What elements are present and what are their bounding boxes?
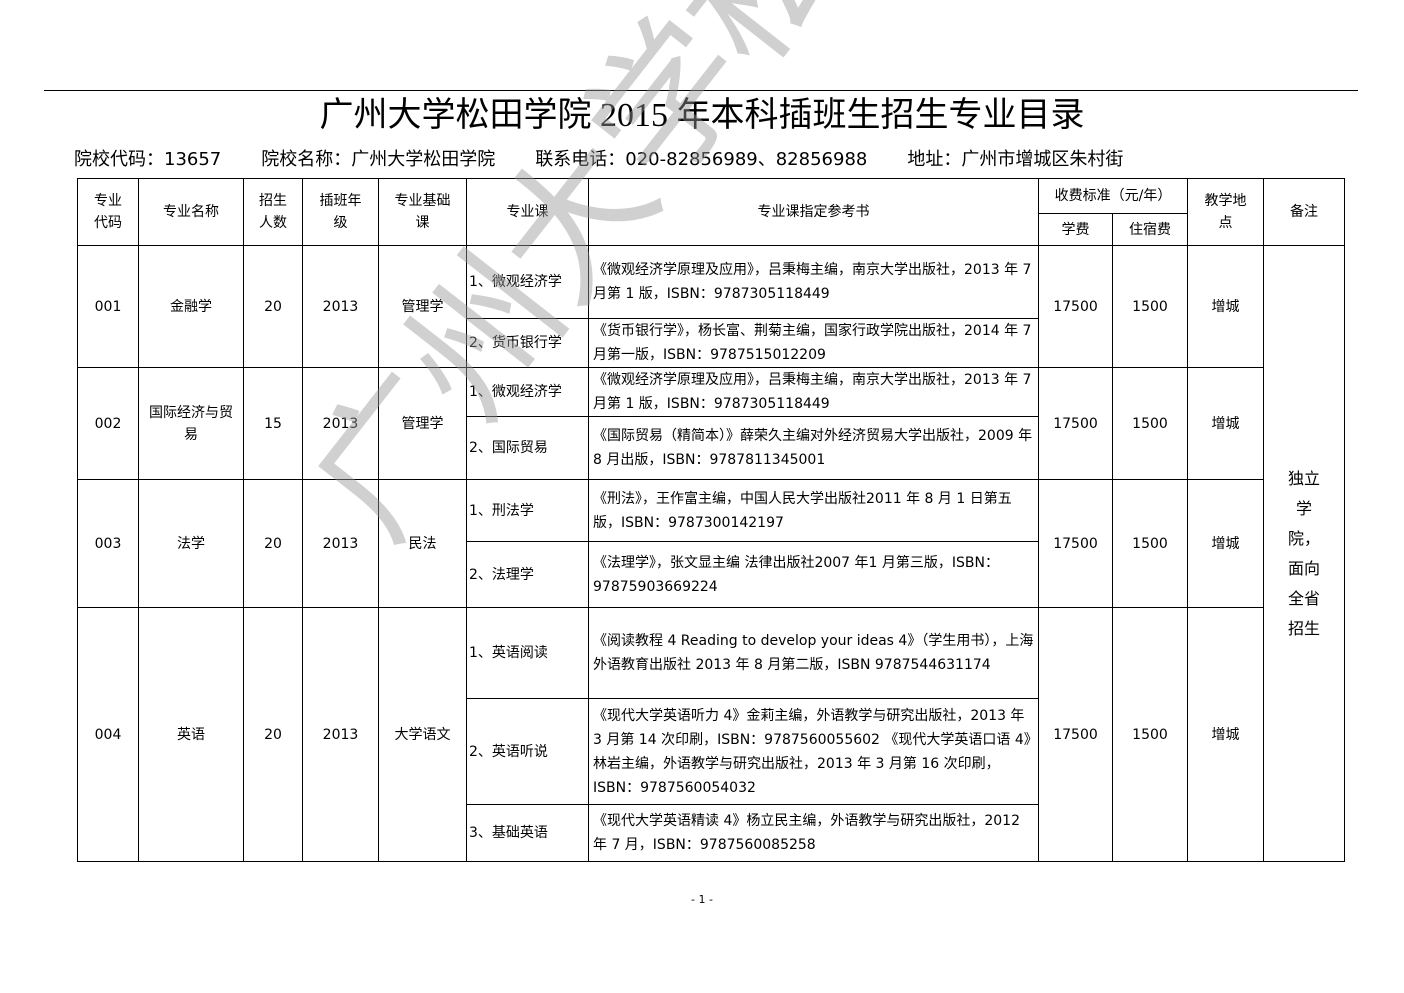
course: 1、英语阅读 bbox=[466, 607, 589, 699]
grade: 2013 bbox=[302, 479, 379, 608]
course: 1、微观经济学 bbox=[466, 245, 589, 319]
course: 2、货币银行学 bbox=[466, 318, 589, 368]
course: 2、法理学 bbox=[466, 541, 589, 608]
reference-books: 《法理学》，张文显主编 法律出版社2007 年1 月第三版，ISBN：97875… bbox=[588, 541, 1039, 608]
school-info: 院校代码：13657 院校名称：广州大学松田学院 联系电话：020-828569… bbox=[74, 146, 1334, 174]
school-phone: 联系电话：020-82856989、82856988 bbox=[535, 149, 868, 170]
enroll-count: 20 bbox=[243, 245, 303, 368]
major-name: 法学 bbox=[138, 479, 244, 608]
major-table: 专业代码 专业名称 招生人数 插班年级 专业基础课 专业课 专业课指定参考书 收… bbox=[77, 178, 1345, 862]
reference-books: 《微观经济学原理及应用》，吕秉梅主编，南京大学出版社，2013 年 7 月第 1… bbox=[588, 245, 1039, 319]
header-name: 专业名称 bbox=[138, 178, 244, 246]
enroll-count: 20 bbox=[243, 607, 303, 862]
lodging-fee: 1500 bbox=[1112, 607, 1188, 862]
table-row: 2、法理学 《法理学》，张文显主编 法律出版社2007 年1 月第三版，ISBN：… bbox=[78, 541, 1345, 608]
reference-books: 《阅读教程 4 Reading to develop your ideas 4》… bbox=[588, 607, 1039, 699]
teaching-site: 增城 bbox=[1187, 607, 1264, 862]
header-row-2: 学费 住宿费 bbox=[78, 213, 1345, 246]
teaching-site: 增城 bbox=[1187, 245, 1264, 368]
major-code: 004 bbox=[77, 607, 139, 862]
base-course: 民法 bbox=[378, 479, 467, 608]
major-code: 003 bbox=[77, 479, 139, 608]
course: 3、基础英语 bbox=[466, 804, 589, 862]
enroll-count: 20 bbox=[243, 479, 303, 608]
lodging-fee: 1500 bbox=[1112, 367, 1188, 480]
table-row: 2、国际贸易 《国际贸易（精简本）》薛荣久主编对外经济贸易大学出版社，2009 年… bbox=[78, 416, 1345, 480]
course: 1、微观经济学 bbox=[466, 367, 589, 417]
header-base: 专业基础课 bbox=[378, 178, 467, 246]
course: 2、国际贸易 bbox=[466, 416, 589, 480]
header-count: 招生人数 bbox=[243, 178, 303, 246]
reference-books: 《国际贸易（精简本）》薛荣久主编对外经济贸易大学出版社，2009 年 8 月出版… bbox=[588, 416, 1039, 480]
header-row: 专业代码 专业名称 招生人数 插班年级 专业基础课 专业课 专业课指定参考书 收… bbox=[77, 178, 1345, 246]
base-course: 大学语文 bbox=[378, 607, 467, 862]
table-row: 002 国际经济与贸易 15 2013 管理学 1、微观经济学 《微观经济学原理及应用》，吕… bbox=[77, 367, 1345, 480]
table-row: 2、货币银行学 《货币银行学》，杨长富、荆菊主编，国家行政学院出版社，2014 年… bbox=[78, 318, 1345, 368]
reference-books: 《微观经济学原理及应用》，吕秉梅主编，南京大学出版社，2013 年 7 月第 1… bbox=[588, 367, 1039, 417]
header-lodging: 住宿费 bbox=[1112, 213, 1188, 246]
table-row: 003 法学 20 2013 民法 1、刑法学 《刑法》，王作富主编，中国人民大学出版社20… bbox=[77, 479, 1345, 608]
reference-books: 《现代大学英语精读 4》杨立民主编，外语教学与研究出版社，2012 年 7 月，… bbox=[588, 804, 1039, 862]
header-code: 专业代码 bbox=[77, 178, 139, 246]
base-course: 管理学 bbox=[378, 245, 467, 368]
grade: 2013 bbox=[302, 607, 379, 862]
header-grade: 插班年级 bbox=[302, 178, 379, 246]
tuition: 17500 bbox=[1038, 607, 1113, 862]
table-row: 004 英语 20 2013 大学语文 1、英语阅读 《阅读教程 4 Reading to … bbox=[77, 607, 1345, 862]
table-row: 2、英语听说 《现代大学英语听力 4》金莉主编，外语教学与研究出版社，2013 年… bbox=[78, 698, 1345, 805]
school-name: 院校名称：广州大学松田学院 bbox=[261, 149, 496, 170]
reference-books: 《现代大学英语听力 4》金莉主编，外语教学与研究出版社，2013 年 3 月第 … bbox=[588, 698, 1039, 805]
header-site: 教学地点 bbox=[1187, 178, 1264, 246]
header-note: 备注 bbox=[1263, 178, 1345, 246]
course: 1、刑法学 bbox=[466, 479, 589, 542]
school-code: 院校代码：13657 bbox=[74, 149, 222, 170]
major-name: 英语 bbox=[138, 607, 244, 862]
reference-books: 《刑法》，王作富主编，中国人民大学出版社2011 年 8 月 1 日第五版，IS… bbox=[588, 479, 1039, 542]
table-row: 001 金融学 20 2013 管理学 1、微观经济学 《微观经济学原理及应用》，吕秉梅主编… bbox=[77, 245, 1345, 862]
table-row: 3、基础英语 《现代大学英语精读 4》杨立民主编，外语教学与研究出版社，2012 … bbox=[78, 804, 1345, 862]
grade: 2013 bbox=[302, 367, 379, 480]
header-course: 专业课 bbox=[466, 178, 589, 246]
tuition: 17500 bbox=[1038, 367, 1113, 480]
tuition: 17500 bbox=[1038, 245, 1113, 368]
header-fee: 收费标准（元/年） bbox=[1038, 178, 1188, 214]
lodging-fee: 1500 bbox=[1112, 479, 1188, 608]
enroll-count: 15 bbox=[243, 367, 303, 480]
header-tuition: 学费 bbox=[1038, 213, 1113, 246]
major-code: 001 bbox=[77, 245, 139, 368]
major-name: 国际经济与贸易 bbox=[138, 367, 244, 480]
header-books: 专业课指定参考书 bbox=[588, 178, 1039, 246]
major-name: 金融学 bbox=[138, 245, 244, 368]
header-rule bbox=[44, 90, 1358, 91]
base-course: 管理学 bbox=[378, 367, 467, 480]
teaching-site: 增城 bbox=[1187, 479, 1264, 608]
reference-books: 《货币银行学》，杨长富、荆菊主编，国家行政学院出版社，2014 年 7 月第一版… bbox=[588, 318, 1039, 368]
tuition: 17500 bbox=[1038, 479, 1113, 608]
course: 2、英语听说 bbox=[466, 698, 589, 805]
major-code: 002 bbox=[77, 367, 139, 480]
teaching-site: 增城 bbox=[1187, 367, 1264, 480]
note: 独立学院，面向全省招生 bbox=[1263, 245, 1345, 862]
page-title: 广州大学松田学院 2015 年本科插班生招生专业目录 bbox=[319, 97, 1085, 134]
lodging-fee: 1500 bbox=[1112, 245, 1188, 368]
page-number: - 1 - bbox=[691, 893, 713, 906]
grade: 2013 bbox=[302, 245, 379, 368]
school-address: 地址：广州市增城区朱村街 bbox=[907, 149, 1124, 170]
